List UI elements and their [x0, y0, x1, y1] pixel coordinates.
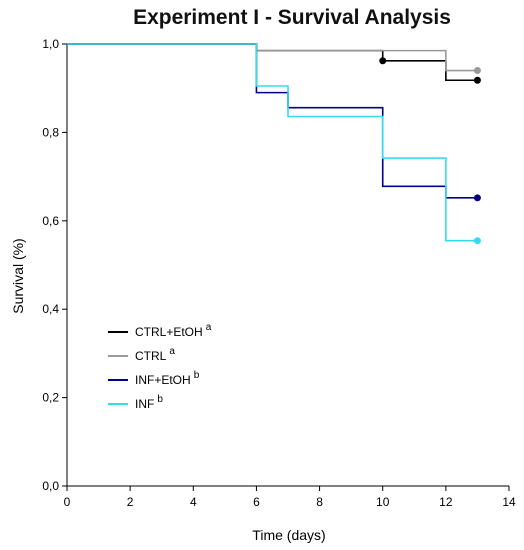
censor-point [473, 67, 481, 75]
legend-superscript: a [206, 322, 212, 333]
censor-point [473, 194, 481, 202]
y-tick-label: 0,8 [42, 125, 59, 139]
y-axis-label: Survival (%) [10, 238, 26, 313]
legend-superscript: a [169, 346, 175, 357]
series-line-1 [67, 43, 478, 72]
legend-label: CTRL [135, 349, 167, 363]
series-line-2 [67, 43, 478, 199]
y-tick-label: 0,6 [42, 214, 59, 228]
x-tick-label: 4 [190, 495, 197, 509]
legend-label: INF+EtOH [135, 373, 191, 387]
y-tick-label: 0,0 [42, 479, 59, 493]
x-tick-label: 10 [376, 495, 390, 509]
y-tick-label: 0,2 [42, 391, 59, 405]
legend-label: CTRL+EtOH [135, 325, 203, 339]
censor-point [473, 237, 481, 245]
x-tick-label: 2 [127, 495, 134, 509]
series-layer [67, 43, 481, 245]
x-tick-label: 0 [64, 495, 71, 509]
series-line-3 [67, 43, 478, 242]
x-tick-label: 8 [316, 495, 323, 509]
x-tick-label: 6 [253, 495, 260, 509]
censor-point [473, 76, 481, 84]
y-tick-label: 1,0 [42, 37, 59, 51]
legend-superscript: b [194, 370, 200, 381]
axes: 0 2 4 6 8 10 12 14 0,0 0,2 0,4 0,6 0,8 1,0 [42, 37, 516, 509]
legend-superscript: b [157, 394, 163, 405]
x-axis-label: Time (days) [252, 527, 325, 543]
censor-point [379, 57, 387, 65]
series-line-0 [67, 43, 478, 82]
x-tick-label: 14 [502, 495, 516, 509]
legend-label: INF [135, 397, 154, 411]
x-tick-label: 12 [439, 495, 453, 509]
y-tick-label: 0,4 [42, 302, 59, 316]
chart-title: Experiment I - Survival Analysis [133, 6, 451, 29]
